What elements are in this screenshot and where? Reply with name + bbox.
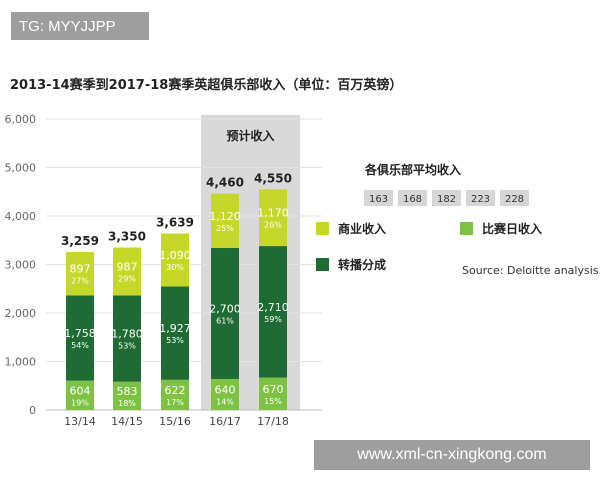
x-tick-label: 14/15 (111, 415, 143, 428)
data-pct: 54% (71, 341, 89, 350)
data-label: 1,927 (159, 322, 191, 335)
y-tick-label: 2,000 (5, 307, 37, 320)
legend-swatch (460, 222, 473, 235)
data-label: 2,710 (257, 301, 289, 314)
data-label: 1,170 (257, 207, 289, 220)
data-label: 622 (165, 384, 186, 397)
avg-box (466, 190, 495, 206)
data-pct: 26% (264, 221, 282, 230)
data-pct: 27% (71, 277, 89, 286)
legend-swatch (316, 222, 329, 235)
data-pct: 19% (71, 398, 89, 407)
avg-value: 168 (403, 194, 422, 205)
data-pct: 59% (264, 315, 282, 324)
avg-value: 228 (505, 194, 524, 205)
data-pct: 61% (216, 316, 234, 325)
data-label: 670 (263, 383, 284, 396)
bar-segment (161, 379, 189, 410)
data-pct: 15% (264, 397, 282, 406)
data-pct: 17% (166, 398, 184, 407)
legend-swatch (316, 258, 329, 271)
avg-box (398, 190, 427, 206)
data-label: 583 (117, 385, 138, 398)
total-label: 3,350 (108, 230, 146, 244)
legend-label: 转播分成 (338, 257, 386, 272)
watermark-top: TG: MYYJJPP (11, 12, 149, 40)
bar-segment (211, 193, 239, 249)
x-tick-label: 16/17 (209, 415, 241, 428)
x-tick-label: 15/16 (159, 415, 191, 428)
data-label: 1,090 (159, 249, 191, 262)
forecast-label: 预计收入 (226, 128, 274, 143)
legend-label: 比赛日收入 (482, 221, 542, 236)
data-pct: 53% (166, 336, 184, 345)
avg-title: 各俱乐部平均收入 (364, 162, 461, 177)
bar-segment (113, 381, 141, 410)
avg-value: 182 (437, 194, 456, 205)
x-tick-label: 17/18 (257, 415, 289, 428)
data-label: 897 (70, 263, 91, 276)
data-pct: 30% (166, 263, 184, 272)
total-label: 3,259 (61, 234, 99, 248)
avg-box (364, 190, 393, 206)
data-pct: 25% (216, 224, 234, 233)
y-tick-label: 1,000 (5, 356, 37, 369)
y-tick-label: 5,000 (5, 162, 37, 175)
y-tick-label: 6,000 (5, 113, 37, 126)
avg-value: 223 (471, 194, 490, 205)
legend-label: 商业收入 (338, 221, 386, 236)
total-label: 3,639 (156, 216, 194, 230)
total-label: 4,550 (254, 171, 292, 185)
data-label: 2,700 (209, 302, 241, 315)
bar-segment (259, 246, 287, 378)
watermark-bottom: www.xml-cn-xingkong.com (314, 440, 590, 470)
data-label: 604 (70, 384, 91, 397)
data-pct: 14% (216, 397, 234, 406)
bar-segment (211, 378, 239, 410)
x-tick-label: 13/14 (64, 415, 96, 428)
data-pct: 53% (118, 342, 136, 351)
bar-segment (66, 380, 94, 410)
chart-title: 2013-14赛季到2017-18赛季英超俱乐部收入（单位：百万英镑） (10, 78, 403, 93)
avg-box (500, 190, 529, 206)
bar-segment (259, 189, 287, 247)
bar-segment (66, 295, 94, 381)
data-label: 987 (117, 260, 138, 273)
bar-segment (113, 295, 141, 382)
source-note: Source: Deloitte analysis. (462, 264, 600, 277)
bar-segment (113, 247, 141, 296)
data-pct: 29% (118, 274, 136, 283)
total-label: 4,460 (206, 176, 244, 190)
data-label: 1,120 (209, 210, 241, 223)
y-tick-label: 0 (29, 404, 36, 417)
data-label: 1,758 (64, 327, 96, 340)
avg-box (432, 190, 461, 206)
bar-segment (259, 377, 287, 410)
y-tick-label: 3,000 (5, 259, 37, 272)
avg-value: 163 (369, 194, 388, 205)
bar-segment (161, 286, 189, 380)
y-tick-label: 4,000 (5, 210, 37, 223)
bar-segment (161, 233, 189, 287)
data-label: 640 (215, 383, 236, 396)
data-pct: 18% (118, 399, 136, 408)
bar-segment (66, 251, 94, 296)
data-label: 1,780 (111, 328, 143, 341)
bar-segment (211, 248, 239, 379)
